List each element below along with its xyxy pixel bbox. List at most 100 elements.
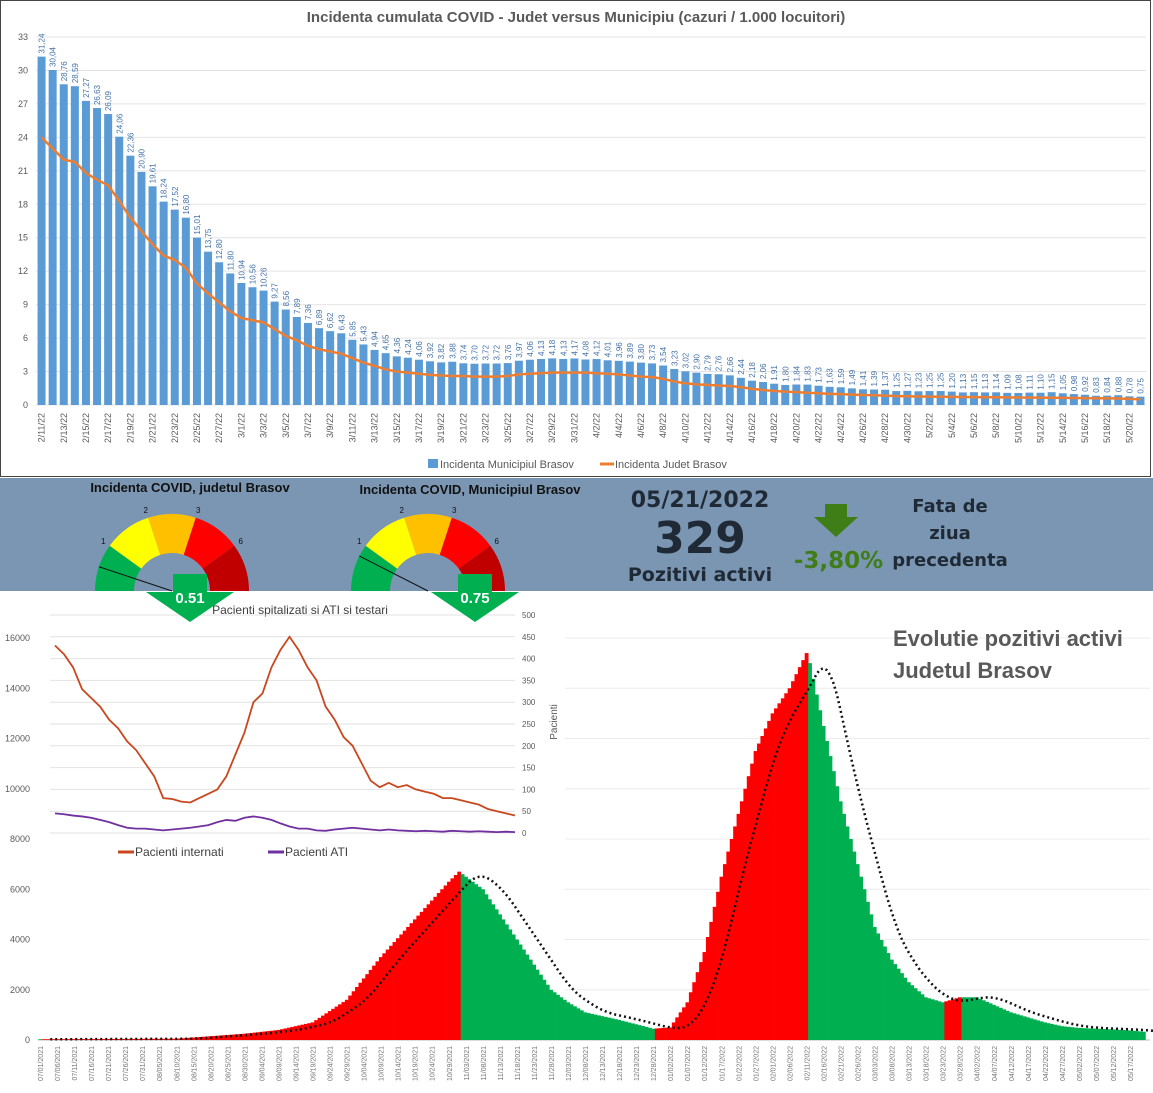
inset-chart-grid: 0 50 100 150 200 250 300 350 400 450 500 — [50, 611, 536, 838]
bar-municipiu — [1003, 392, 1012, 405]
bar-active-day — [327, 1011, 332, 1040]
bar-municipiu — [204, 251, 213, 405]
bar-active-day — [324, 1013, 329, 1040]
gauge-threshold-label: 3 — [196, 506, 201, 515]
bar-municipiu — [614, 360, 623, 405]
bar-active-day — [910, 985, 915, 1040]
x-tick-label: 03/08/2022 — [890, 1046, 897, 1081]
data-label: 12,80 — [215, 239, 224, 260]
right-y-tick-label: 500 — [522, 611, 536, 620]
x-tick-label: 09/04/2021 — [259, 1046, 266, 1081]
bar-municipiu — [870, 389, 879, 405]
x-tick-label: 5/8/22 — [991, 413, 1001, 438]
bar-active-day — [528, 959, 533, 1040]
gauge-title-judet: Incidenta COVID, judetul Brasov — [90, 480, 290, 495]
x-tick-label: 5/10/22 — [1013, 413, 1023, 443]
bar-active-day — [515, 939, 519, 1040]
x-tick-label: 10/19/2021 — [413, 1046, 420, 1081]
bar-active-day — [147, 1038, 152, 1040]
bar-municipiu — [992, 392, 1001, 405]
x-tick-label: 02/01/2022 — [770, 1046, 777, 1081]
x-tick-label: 4/2/22 — [592, 413, 602, 438]
x-tick-label: 08/30/2021 — [242, 1046, 249, 1081]
x-tick-label: 05/17/2022 — [1128, 1046, 1135, 1081]
data-label: 0,88 — [1114, 376, 1123, 392]
bar-active-day — [644, 1026, 649, 1040]
y-tick-label: 4000 — [10, 935, 30, 945]
bar-active-day — [1101, 1028, 1105, 1040]
bar-active-day — [879, 940, 884, 1040]
bar-active-day — [457, 871, 462, 1040]
bar-active-day — [1084, 1028, 1088, 1040]
bar-active-day — [1036, 1020, 1041, 1040]
data-label: 8,56 — [282, 290, 291, 306]
data-label: 1,83 — [803, 365, 812, 381]
bar-active-day — [566, 1002, 571, 1040]
x-tick-label: 5/2/22 — [925, 413, 935, 438]
bar-active-day — [511, 934, 516, 1040]
bar-municipiu — [936, 391, 945, 405]
bar-municipiu — [414, 359, 423, 405]
bar-active-day — [1032, 1019, 1037, 1040]
x-tick-label: 10/29/2021 — [447, 1046, 454, 1081]
bar-active-day — [733, 826, 737, 1040]
bar-active-day — [774, 708, 778, 1040]
bar-active-day — [474, 884, 479, 1040]
bar-active-day — [38, 1039, 43, 1040]
bar-active-day — [903, 977, 908, 1040]
bar-active-day — [116, 1038, 121, 1040]
bar-active-day — [225, 1034, 230, 1040]
bar-active-day — [688, 992, 693, 1040]
bar-active-day — [416, 915, 421, 1040]
bar-active-day — [498, 914, 502, 1040]
bar-municipiu — [93, 108, 102, 405]
bar-active-day — [1005, 1010, 1010, 1040]
right-y-tick-label: 200 — [522, 742, 536, 751]
bar-active-day — [767, 720, 772, 1040]
x-tick-label: 02/26/2022 — [856, 1046, 863, 1081]
data-label: 0,75 — [1136, 378, 1145, 394]
gauge-threshold-label: 1 — [357, 537, 362, 546]
bar-active-day — [654, 1028, 659, 1040]
gauge-threshold-label: 1 — [101, 537, 106, 546]
gauge-segment — [183, 517, 235, 569]
y-tick-label: 24 — [18, 132, 28, 142]
x-tick-label: 08/10/2021 — [174, 1046, 181, 1081]
bar-municipiu — [481, 363, 490, 405]
bar-municipiu — [448, 361, 457, 405]
bar-active-day — [695, 972, 700, 1040]
gauge-segment — [351, 545, 398, 591]
bar-municipiu — [759, 382, 768, 405]
y-tick-label: 6 — [23, 333, 28, 343]
data-label: 2,18 — [748, 362, 757, 378]
bar-municipiu — [525, 359, 534, 405]
x-tick-label: 3/23/22 — [481, 413, 491, 443]
bar-active-day — [726, 851, 731, 1040]
bar-active-day — [784, 693, 789, 1040]
bar-municipiu — [137, 171, 146, 405]
bar-municipiu — [348, 339, 357, 405]
bar-active-day — [297, 1025, 301, 1040]
bar-municipiu — [237, 283, 246, 405]
x-tick-label: 3/5/22 — [281, 413, 291, 438]
y-tick-label: 14000 — [5, 683, 30, 693]
bar-active-day — [1111, 1029, 1116, 1040]
bar-active-day — [215, 1035, 220, 1040]
data-label: 10,26 — [260, 267, 269, 288]
bar-active-day — [842, 813, 846, 1040]
data-label: 1,15 — [1048, 373, 1057, 389]
bar-active-day — [348, 995, 353, 1040]
bar-municipiu — [958, 392, 967, 405]
data-label: 3,80 — [637, 344, 646, 360]
bar-municipiu — [359, 344, 368, 405]
data-label: 3,72 — [482, 344, 491, 360]
bar-municipiu — [847, 388, 856, 405]
x-tick-label: 03/23/2022 — [941, 1046, 948, 1081]
bar-active-day — [1029, 1018, 1034, 1040]
data-label: 28,76 — [60, 61, 69, 82]
bar-active-day — [1056, 1025, 1061, 1040]
data-label: 4,12 — [593, 340, 602, 356]
gauge-needle — [359, 555, 429, 592]
bar-municipiu — [648, 363, 657, 405]
bar-active-day — [760, 735, 765, 1040]
